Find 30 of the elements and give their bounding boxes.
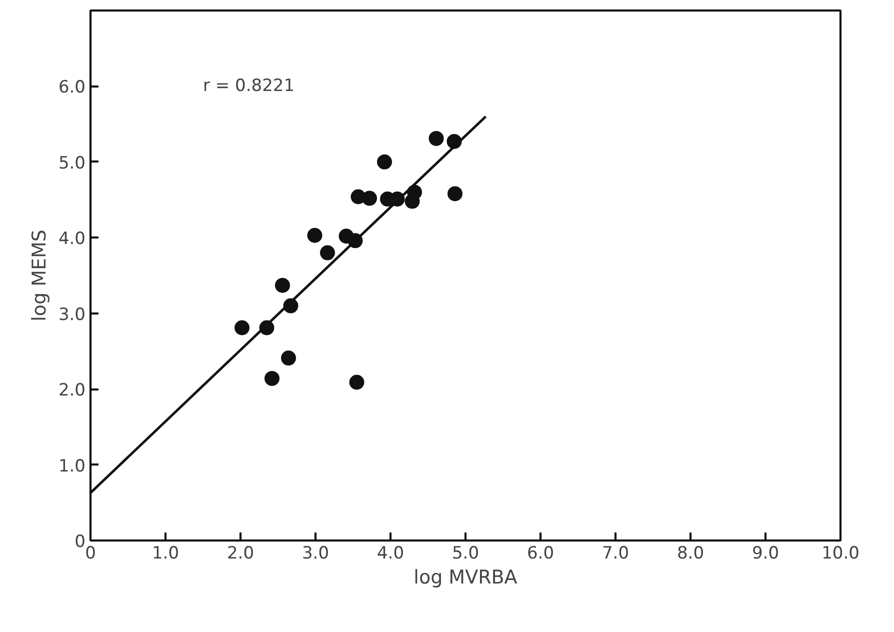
x-tick-label: 9.0	[752, 544, 780, 564]
point	[264, 370, 280, 386]
x-tick-label: 6.0	[526, 544, 554, 564]
x-tick-label: 10.0	[822, 544, 860, 564]
y-tick-label: 5.0	[58, 153, 86, 174]
x-tick-label: 8.0	[676, 544, 704, 564]
point	[320, 245, 335, 260]
point	[281, 350, 296, 366]
x-axis-title: log MVRBA	[414, 566, 518, 588]
point	[234, 320, 250, 336]
point	[448, 186, 462, 202]
y-axis-title: log MEMS	[28, 230, 50, 322]
x-tick-label: 1.0	[152, 544, 180, 564]
y-tick-label: 1.0	[58, 456, 86, 476]
point	[428, 130, 444, 146]
y-tick-label: 2.0	[58, 380, 86, 401]
x-tick-label: 5.0	[452, 544, 480, 564]
x-tick-label: 7.0	[602, 544, 630, 564]
point	[275, 278, 290, 293]
point	[349, 374, 364, 390]
y-tick-label: 3.0	[58, 304, 86, 325]
x-tick-label: 3.0	[302, 544, 330, 564]
y-tick-label: 4.0	[58, 229, 86, 250]
x-tick-label: 2.0	[226, 544, 254, 564]
annotation: r = 0.8221	[203, 76, 295, 96]
x-tick-label: 4.0	[376, 544, 404, 564]
point	[362, 190, 377, 206]
point	[377, 154, 392, 170]
point	[307, 228, 322, 243]
y-tick-label: 6.0	[58, 78, 86, 98]
